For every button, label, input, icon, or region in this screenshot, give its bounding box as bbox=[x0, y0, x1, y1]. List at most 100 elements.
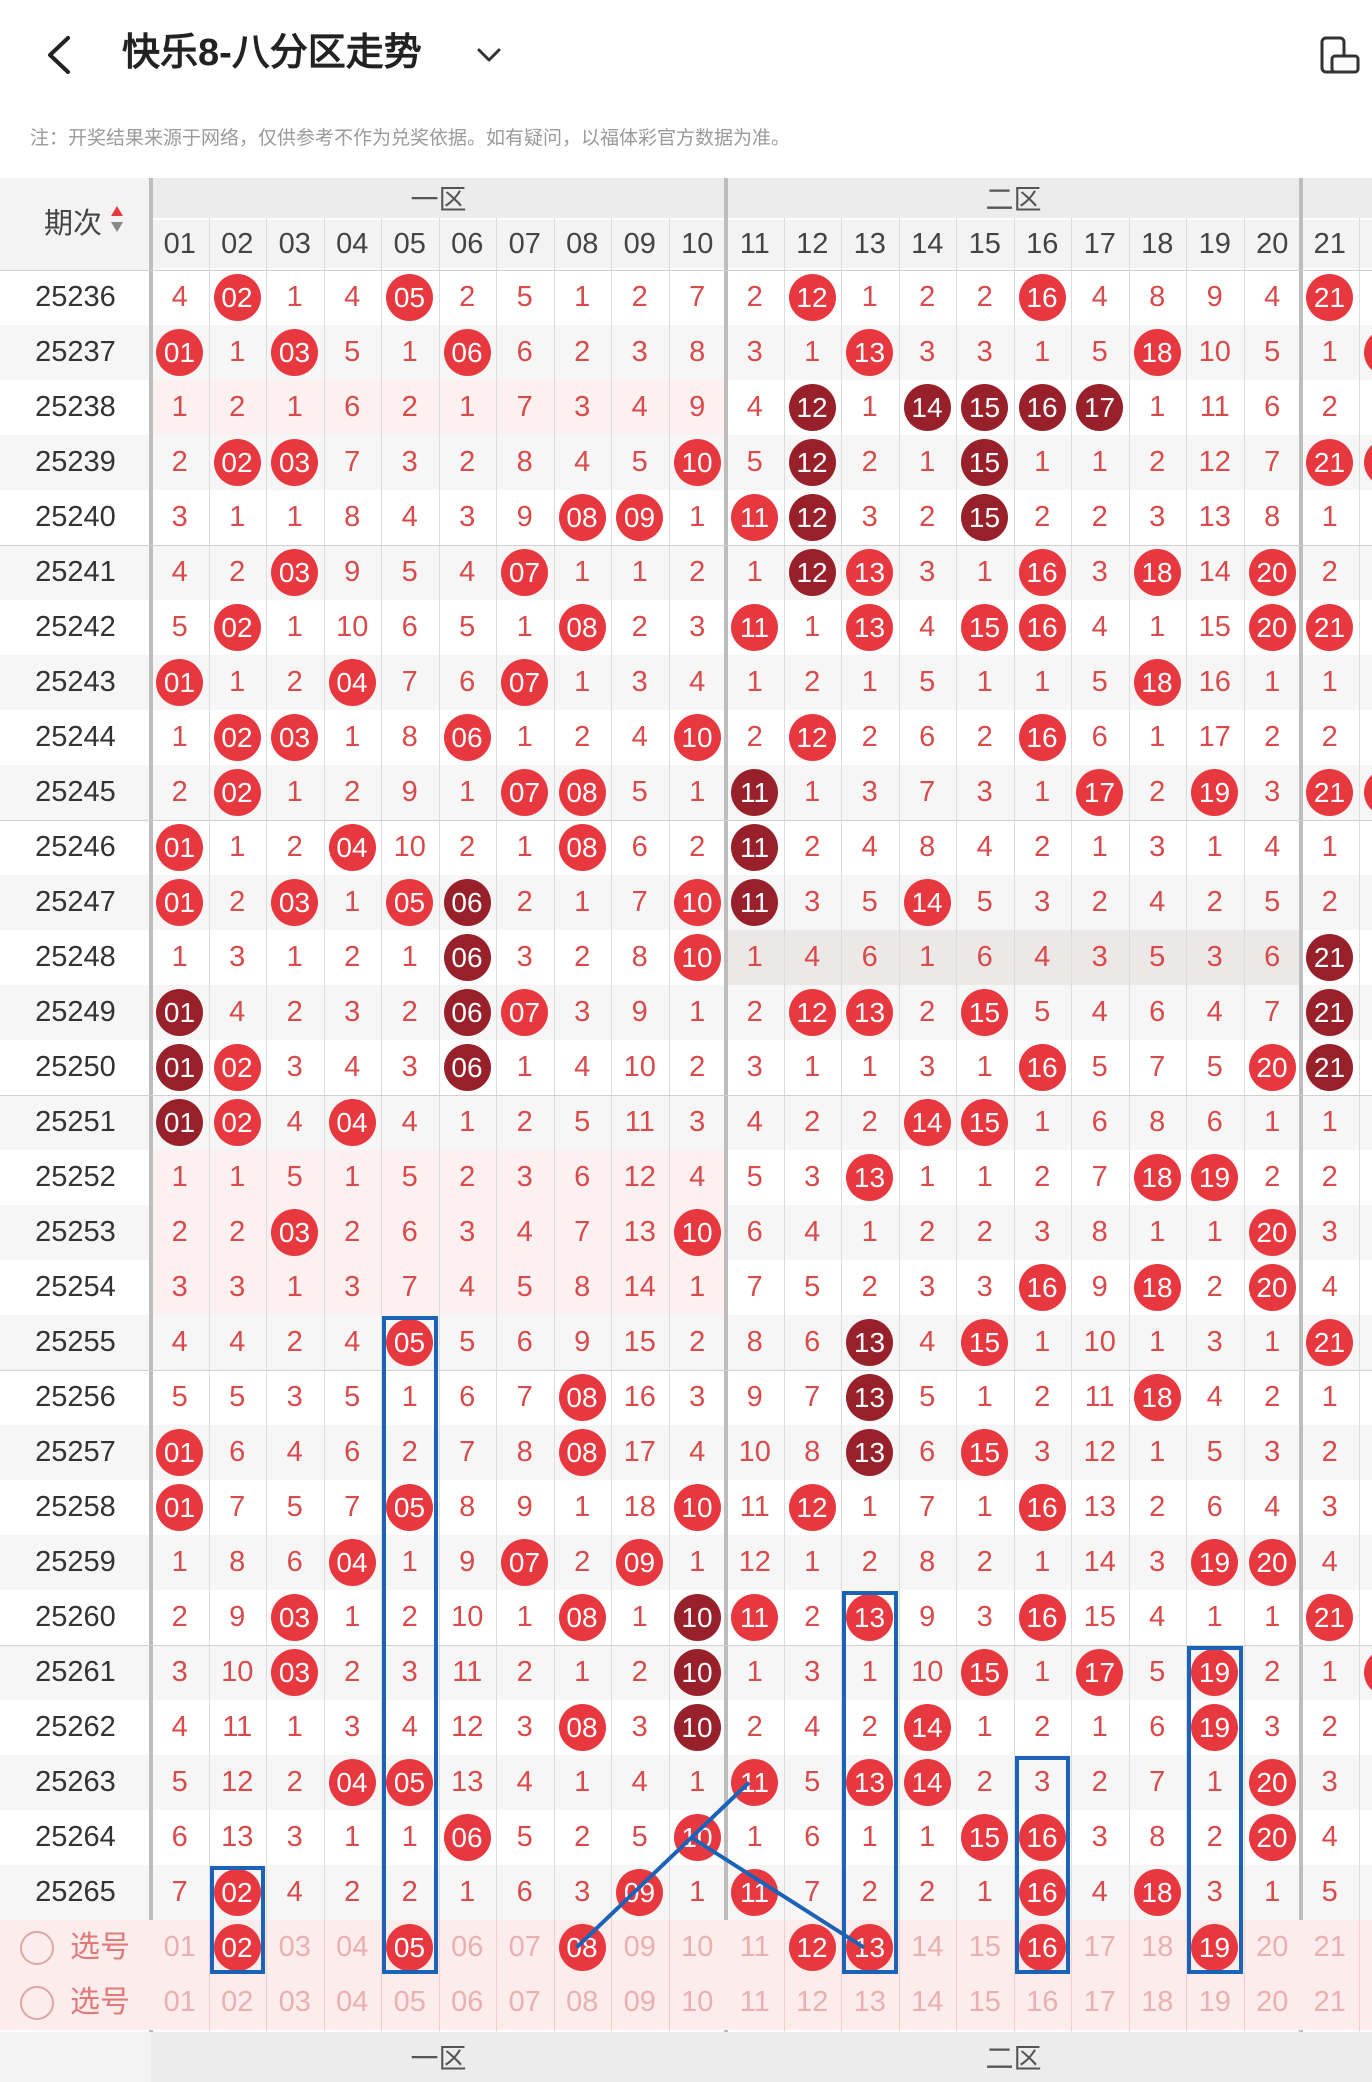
period-label: 25264 bbox=[35, 1821, 116, 1853]
select-number-11[interactable]: 11 bbox=[739, 1931, 770, 1963]
select-number-15[interactable]: 15 bbox=[968, 1931, 1001, 1963]
select-number-10[interactable]: 10 bbox=[681, 1986, 714, 2018]
chevron-left-icon[interactable] bbox=[40, 30, 80, 80]
select-number-02[interactable]: 02 bbox=[221, 1986, 254, 2018]
select-number-01[interactable]: 01 bbox=[163, 1931, 196, 1963]
select-number-20[interactable]: 20 bbox=[1256, 1986, 1289, 2018]
hit-ball-02: 02 bbox=[213, 439, 261, 486]
hit-ball-17: 17 bbox=[1076, 1649, 1123, 1696]
select-number-21[interactable]: 21 bbox=[1313, 1931, 1346, 1963]
miss-count: 18 bbox=[623, 1491, 656, 1523]
miss-count: 3 bbox=[689, 611, 706, 643]
select-number-13[interactable]: 13 bbox=[853, 1986, 886, 2018]
select-number-10[interactable]: 10 bbox=[681, 1931, 714, 1963]
column-divider bbox=[668, 1920, 670, 2030]
select-number-19[interactable]: 19 bbox=[1198, 1986, 1231, 2018]
hit-ball-07: 07 bbox=[501, 549, 548, 596]
miss-count: 9 bbox=[1091, 1271, 1108, 1303]
column-divider bbox=[208, 1920, 210, 2030]
miss-count: 3 bbox=[1034, 1216, 1051, 1248]
hit-ball-21: 21 bbox=[1306, 769, 1353, 816]
miss-count: 4 bbox=[631, 1766, 648, 1798]
hit-ball-10: 10 bbox=[673, 1594, 721, 1641]
select-radio[interactable] bbox=[20, 1986, 54, 2020]
select-number-14[interactable]: 14 bbox=[911, 1986, 944, 2018]
select-number-09[interactable]: 09 bbox=[623, 1931, 656, 1963]
miss-count: 2 bbox=[976, 1216, 993, 1248]
select-ball-16[interactable]: 16 bbox=[1018, 1924, 1066, 1971]
select-number-07[interactable]: 07 bbox=[508, 1986, 541, 2018]
select-ball-12[interactable]: 12 bbox=[788, 1924, 836, 1971]
select-number-03[interactable]: 03 bbox=[278, 1986, 311, 2018]
select-number-03[interactable]: 03 bbox=[278, 1931, 311, 1963]
hit-ball-19: 19 bbox=[1191, 769, 1238, 816]
select-number-06[interactable]: 06 bbox=[451, 1986, 484, 2018]
miss-count: 7 bbox=[919, 1491, 936, 1523]
miss-count: 9 bbox=[344, 556, 361, 588]
hit-ball-15: 15 bbox=[961, 1649, 1008, 1696]
miss-count: 4 bbox=[976, 831, 993, 863]
select-number-12[interactable]: 12 bbox=[796, 1986, 829, 2018]
hit-ball-03: 03 bbox=[271, 1594, 318, 1641]
miss-count: 4 bbox=[689, 666, 706, 698]
select-number-18[interactable]: 18 bbox=[1141, 1986, 1174, 2018]
select-ball-02[interactable]: 02 bbox=[213, 1924, 261, 1971]
hit-ball-15: 15 bbox=[961, 989, 1008, 1036]
period-header[interactable]: 期次 bbox=[44, 208, 103, 240]
miss-count: 5 bbox=[574, 1106, 591, 1138]
miss-count: 2 bbox=[229, 391, 246, 423]
select-ball-19[interactable]: 19 bbox=[1191, 1924, 1238, 1971]
miss-count: 8 bbox=[746, 1326, 763, 1358]
miss-count: 1 bbox=[1206, 1216, 1223, 1248]
sort-up-down-icon[interactable] bbox=[110, 204, 124, 234]
hit-ball-17: 17 bbox=[1076, 384, 1123, 431]
select-number-06[interactable]: 06 bbox=[451, 1931, 484, 1963]
miss-count: 3 bbox=[459, 501, 476, 533]
chevron-down-icon[interactable] bbox=[474, 40, 504, 70]
hit-ball-08: 08 bbox=[558, 769, 606, 816]
column-divider bbox=[841, 1920, 842, 2030]
select-number-09[interactable]: 09 bbox=[623, 1986, 656, 2018]
miss-count: 1 bbox=[574, 556, 591, 588]
hit-ball-13: 13 bbox=[846, 329, 893, 376]
select-ball-05[interactable]: 05 bbox=[386, 1924, 433, 1971]
select-number-16[interactable]: 16 bbox=[1026, 1986, 1059, 2018]
hit-ball-08: 08 bbox=[558, 604, 606, 651]
select-number-22[interactable]: 22 bbox=[1359, 1920, 1372, 1975]
select-number-14[interactable]: 14 bbox=[911, 1931, 944, 1963]
select-number-01[interactable]: 01 bbox=[163, 1986, 196, 2018]
hit-ball-06: 06 bbox=[443, 329, 491, 376]
miss-count: 7 bbox=[516, 1381, 533, 1413]
column-header-14: 14 bbox=[898, 220, 956, 268]
miss-count: 2 bbox=[171, 776, 188, 808]
hit-ball-12: 12 bbox=[788, 1484, 836, 1531]
miss-count: 16 bbox=[623, 1381, 656, 1413]
miss-count: 1 bbox=[1091, 1711, 1108, 1743]
miss-count: 1 bbox=[861, 1216, 878, 1248]
select-row bbox=[0, 1975, 1372, 2030]
select-number-11[interactable]: 11 bbox=[739, 1986, 770, 2018]
miss-count: 3 bbox=[574, 996, 591, 1028]
select-radio[interactable] bbox=[20, 1931, 54, 1965]
phone-landscape-icon[interactable] bbox=[1318, 34, 1362, 78]
column-divider bbox=[611, 218, 612, 2082]
hit-ball-01: 01 bbox=[156, 659, 203, 706]
select-number-18[interactable]: 18 bbox=[1141, 1931, 1174, 1963]
hit-ball-15: 15 bbox=[961, 439, 1008, 486]
select-number-17[interactable]: 17 bbox=[1083, 1986, 1116, 2018]
select-number-22[interactable]: 22 bbox=[1359, 1975, 1372, 2030]
select-number-07[interactable]: 07 bbox=[508, 1931, 541, 1963]
miss-count: 11 bbox=[452, 1656, 483, 1688]
column-divider bbox=[266, 1920, 267, 2030]
select-number-15[interactable]: 15 bbox=[968, 1986, 1001, 2018]
select-number-20[interactable]: 20 bbox=[1256, 1931, 1289, 1963]
miss-count: 2 bbox=[1034, 1161, 1051, 1193]
select-number-17[interactable]: 17 bbox=[1083, 1931, 1116, 1963]
miss-count: 2 bbox=[344, 1656, 361, 1688]
select-ball-08[interactable]: 08 bbox=[558, 1924, 606, 1971]
select-number-05[interactable]: 05 bbox=[393, 1986, 426, 2018]
select-number-21[interactable]: 21 bbox=[1313, 1986, 1346, 2018]
select-number-04[interactable]: 04 bbox=[336, 1931, 369, 1963]
select-number-08[interactable]: 08 bbox=[566, 1986, 599, 2018]
select-number-04[interactable]: 04 bbox=[336, 1986, 369, 2018]
